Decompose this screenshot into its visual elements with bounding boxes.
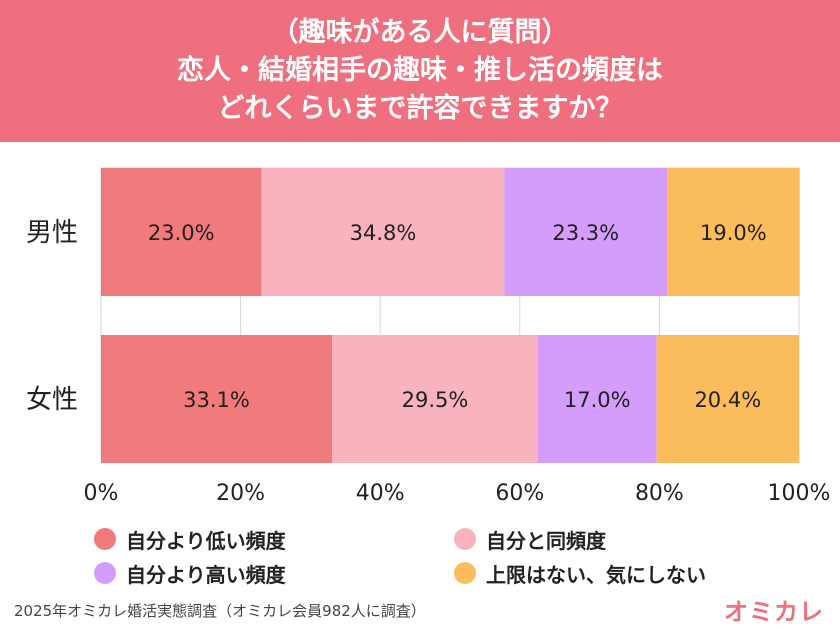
bar-segment <box>101 335 333 463</box>
category-label: 女性 <box>26 385 78 415</box>
category-label: 男性 <box>26 218 78 248</box>
legend-label: 上限はない、気にしない <box>486 562 706 587</box>
data-label: 20.4% <box>694 388 761 412</box>
x-tick-label: 20% <box>216 481 265 506</box>
bar-segment <box>537 335 657 463</box>
chart-legend: 自分より低い頻度 自分と同頻度 自分より高い頻度 上限はない、気にしない <box>0 518 840 588</box>
data-label: 33.1% <box>183 388 250 412</box>
x-tick-label: 100% <box>768 481 831 506</box>
data-label: 19.0% <box>700 221 767 245</box>
data-label: 34.8% <box>350 221 417 245</box>
legend-swatch <box>454 562 476 584</box>
chart-header: （趣味がある人に質問） 恋人・結婚相手の趣味・推し活の頻度は どれくらいまで許容… <box>0 0 840 142</box>
stacked-bar-chart: 0% 20% 40% 60% 80% 100% 男性 23.0% 34.8% 23.3% 19.0%… <box>26 167 831 506</box>
legend-label: 自分と同頻度 <box>486 528 606 553</box>
x-tick-label: 80% <box>635 481 684 506</box>
bar-segment <box>667 168 800 296</box>
legend-item-no-limit: 上限はない、気にしない <box>454 558 706 588</box>
legend-swatch <box>94 528 116 550</box>
data-label: 23.0% <box>148 221 215 245</box>
bar-segment <box>261 168 505 296</box>
brand-logo: オミカレ <box>724 598 824 626</box>
x-tick-label: 0% <box>84 481 119 506</box>
legend-label: 自分より高い頻度 <box>126 562 286 587</box>
data-label: 29.5% <box>402 388 469 412</box>
bar-segment <box>656 335 799 463</box>
bar-segment <box>101 168 262 296</box>
legend-swatch <box>94 562 116 584</box>
data-label: 17.0% <box>564 388 631 412</box>
bar-segment <box>504 168 668 296</box>
legend-swatch <box>454 528 476 550</box>
chart-title-line-2: 恋人・結婚相手の趣味・推し活の頻度は <box>177 55 663 86</box>
x-tick-label: 40% <box>356 481 405 506</box>
source-note: 2025年オミカレ婚活実態調査（オミカレ会員982人に調査） <box>14 602 426 620</box>
legend-item-same: 自分と同頻度 <box>454 524 606 554</box>
x-tick-label: 60% <box>495 481 544 506</box>
chart-title-line-3: どれくらいまで許容できますか？ <box>217 93 623 124</box>
legend-label: 自分より低い頻度 <box>126 528 286 553</box>
chart-title-line-1: （趣味がある人に質問） <box>271 17 569 48</box>
bar-segment <box>332 335 538 463</box>
legend-item-lower: 自分より低い頻度 <box>94 524 286 554</box>
legend-item-higher: 自分より高い頻度 <box>94 558 286 588</box>
data-label: 23.3% <box>552 221 619 245</box>
